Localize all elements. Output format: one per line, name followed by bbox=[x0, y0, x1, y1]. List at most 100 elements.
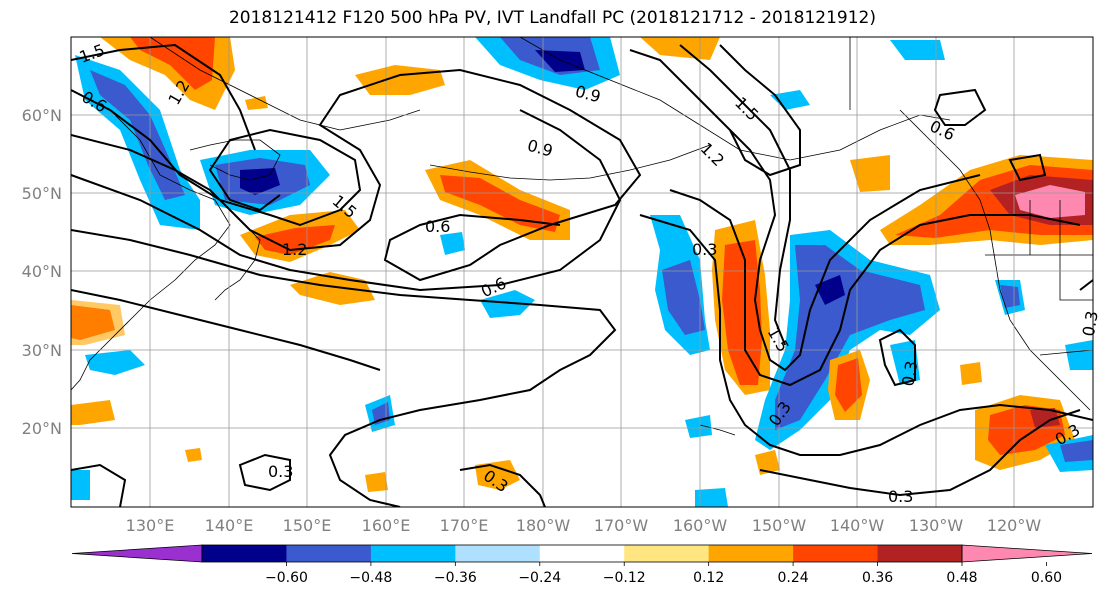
pv-contour bbox=[878, 328, 916, 387]
shading-layer bbox=[71, 37, 1093, 507]
shade-orange bbox=[850, 155, 890, 192]
pv-contour bbox=[71, 89, 362, 227]
shade-orange bbox=[71, 400, 115, 425]
colorbar-segment bbox=[370, 545, 456, 562]
shade-lightblue bbox=[770, 90, 810, 110]
pv-contour bbox=[669, 189, 1081, 387]
shade-navy bbox=[535, 50, 585, 72]
colorbar-tick-label: 0.60 bbox=[1031, 570, 1062, 586]
pv-contour bbox=[71, 289, 381, 371]
pv-contour bbox=[1008, 153, 1047, 182]
shade-red bbox=[255, 225, 335, 255]
map-area bbox=[71, 37, 1093, 507]
state-border bbox=[1029, 200, 1093, 301]
lon-label: 180°W bbox=[516, 516, 571, 535]
colorbar-tick-label: 0.24 bbox=[778, 570, 809, 586]
shade-orange bbox=[71, 300, 125, 345]
colorbar-tick-label: −0.48 bbox=[349, 570, 392, 586]
shade-lightblue bbox=[440, 232, 465, 255]
shade-lightblue bbox=[890, 340, 920, 385]
shade-orange bbox=[365, 472, 388, 492]
shade-red bbox=[835, 358, 862, 412]
shade-lightblue bbox=[1065, 340, 1093, 370]
lon-label: 120°W bbox=[987, 516, 1042, 535]
lat-label: 50°N bbox=[22, 184, 62, 203]
pv-contour bbox=[759, 409, 1081, 497]
shade-orange bbox=[185, 448, 202, 462]
colorbar-segment bbox=[793, 545, 879, 562]
lon-label: 150°W bbox=[752, 516, 807, 535]
pv-contour bbox=[629, 49, 981, 372]
pv-contours bbox=[71, 43, 1093, 507]
shade-blue bbox=[1000, 285, 1020, 308]
shade-darkred bbox=[1030, 408, 1060, 428]
longitude-labels: 130°E 140°E 150°E 160°E 170°E 180°W 170°… bbox=[126, 516, 1042, 535]
colorbar-segment bbox=[624, 545, 710, 562]
shade-lightblue bbox=[480, 290, 535, 318]
colorbar-tick-label: 0.12 bbox=[693, 570, 724, 586]
colorbar-segment bbox=[286, 545, 372, 562]
pv-contour bbox=[639, 214, 1093, 456]
contour-label: 0.3 bbox=[898, 359, 921, 387]
lon-label: 160°E bbox=[362, 516, 411, 535]
colorbar: −0.60 −0.48 −0.36 −0.24 −0.12 0.12 0.24 0.36 0.4… bbox=[71, 544, 1093, 586]
pv-contour bbox=[71, 109, 622, 292]
lat-label: 40°N bbox=[22, 262, 62, 281]
coastline-siberia bbox=[149, 37, 421, 131]
lon-label: 170°W bbox=[594, 516, 649, 535]
lon-label: 130°E bbox=[126, 516, 175, 535]
shade-lightblue bbox=[890, 40, 945, 60]
border-us-mexico bbox=[1039, 349, 1093, 356]
contour-label: 0.6 bbox=[425, 217, 450, 236]
colorbar-extend-max bbox=[961, 544, 1093, 563]
lon-label: 140°W bbox=[830, 516, 885, 535]
pv-contour bbox=[238, 453, 291, 492]
colorbar-tick-label: 0.36 bbox=[862, 570, 893, 586]
coastline-aleutians bbox=[429, 144, 711, 181]
colorbar-segment bbox=[708, 545, 794, 562]
shade-lightblue bbox=[685, 415, 712, 438]
lon-label: 140°E bbox=[205, 516, 254, 535]
contour-label: 1.2 bbox=[282, 240, 307, 259]
pv-contour bbox=[71, 43, 256, 151]
shade-navy bbox=[815, 275, 845, 305]
colorbar-segment bbox=[539, 545, 625, 562]
colorbar-tick-label: 0.48 bbox=[946, 570, 977, 586]
colorbar-tick-label: −0.24 bbox=[518, 570, 561, 586]
lon-label: 160°W bbox=[673, 516, 728, 535]
pv-contour bbox=[679, 44, 791, 346]
colorbar-segment bbox=[455, 545, 541, 562]
coastline-japan bbox=[214, 224, 261, 301]
coastline-nw-america bbox=[899, 109, 1091, 411]
shade-lightblue bbox=[85, 350, 145, 375]
shade-blue bbox=[90, 70, 185, 200]
coastline-kamchatka bbox=[189, 139, 281, 181]
contour-label: 0.3 bbox=[1079, 309, 1102, 337]
shade-blue bbox=[662, 260, 705, 335]
contour-label: 0.3 bbox=[888, 487, 913, 506]
coastline-hawaii bbox=[699, 424, 736, 436]
pv-contour bbox=[459, 463, 546, 507]
graticule bbox=[71, 37, 1093, 507]
shade-lightblue bbox=[695, 488, 728, 507]
shade-red bbox=[130, 37, 215, 90]
pv-contour bbox=[719, 44, 801, 177]
shade-orange bbox=[475, 460, 520, 490]
colorbar-tick-label: −0.12 bbox=[603, 570, 646, 586]
colorbar-segment bbox=[877, 545, 963, 562]
lat-label: 20°N bbox=[22, 419, 62, 438]
lat-label: 60°N bbox=[22, 106, 62, 125]
lon-label: 170°E bbox=[440, 516, 489, 535]
lon-label: 150°E bbox=[283, 516, 332, 535]
shade-blue bbox=[1060, 440, 1093, 462]
shade-blue bbox=[775, 245, 925, 430]
lat-label: 30°N bbox=[22, 341, 62, 360]
contour-label: 0.3 bbox=[268, 462, 293, 481]
shade-orange bbox=[960, 362, 982, 385]
colorbar-tick-label: −0.36 bbox=[434, 570, 477, 586]
shade-lightblue bbox=[71, 470, 90, 500]
colorbar-frame bbox=[201, 544, 963, 563]
colorbar-segment bbox=[202, 545, 287, 562]
shade-orange bbox=[755, 450, 780, 475]
